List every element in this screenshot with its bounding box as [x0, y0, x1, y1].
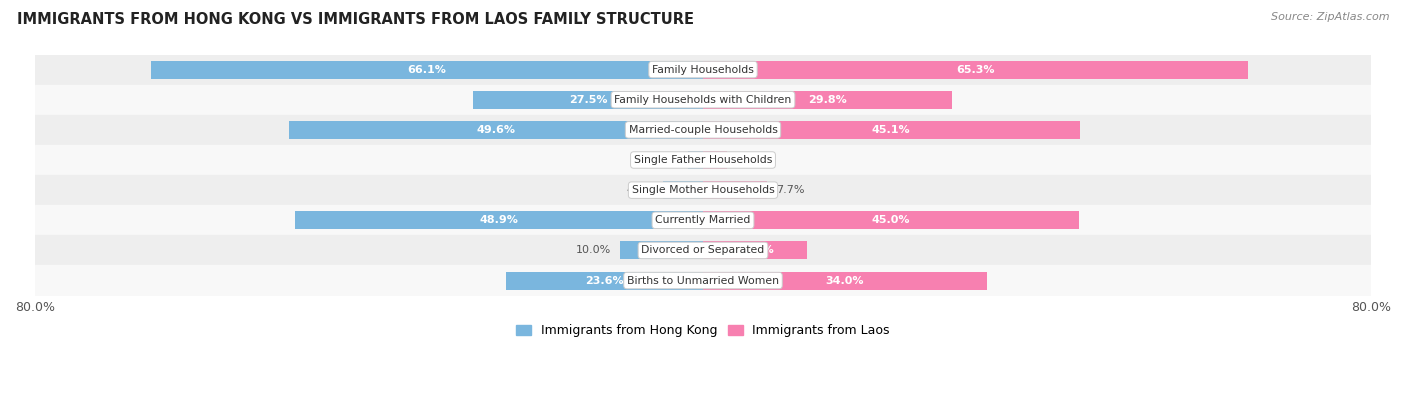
Bar: [35, 265, 1371, 295]
Text: Married-couple Households: Married-couple Households: [628, 125, 778, 135]
Text: 65.3%: 65.3%: [956, 64, 995, 75]
Text: Divorced or Separated: Divorced or Separated: [641, 245, 765, 256]
Legend: Immigrants from Hong Kong, Immigrants from Laos: Immigrants from Hong Kong, Immigrants fr…: [510, 320, 896, 342]
Text: Family Households: Family Households: [652, 64, 754, 75]
Bar: [703, 271, 987, 290]
Text: 12.4%: 12.4%: [735, 245, 775, 256]
Bar: [703, 151, 727, 169]
Text: 27.5%: 27.5%: [569, 95, 607, 105]
Bar: [506, 271, 703, 290]
Text: 7.7%: 7.7%: [776, 185, 804, 195]
Bar: [474, 91, 703, 109]
Bar: [703, 211, 1078, 229]
Text: 4.8%: 4.8%: [626, 185, 655, 195]
Bar: [662, 181, 703, 199]
Text: Source: ZipAtlas.com: Source: ZipAtlas.com: [1271, 12, 1389, 22]
Bar: [703, 181, 768, 199]
Bar: [620, 241, 703, 260]
Bar: [35, 205, 1371, 235]
Bar: [35, 115, 1371, 145]
Text: 45.0%: 45.0%: [872, 215, 910, 225]
Bar: [35, 175, 1371, 205]
Text: 48.9%: 48.9%: [479, 215, 519, 225]
Bar: [703, 60, 1249, 79]
Bar: [35, 85, 1371, 115]
Text: 23.6%: 23.6%: [585, 276, 624, 286]
Text: Currently Married: Currently Married: [655, 215, 751, 225]
Text: Family Households with Children: Family Households with Children: [614, 95, 792, 105]
Bar: [295, 211, 703, 229]
Bar: [703, 241, 807, 260]
Bar: [35, 145, 1371, 175]
Text: 1.8%: 1.8%: [651, 155, 679, 165]
Text: 66.1%: 66.1%: [408, 64, 447, 75]
Bar: [288, 121, 703, 139]
Text: 2.9%: 2.9%: [735, 155, 763, 165]
Text: 10.0%: 10.0%: [576, 245, 612, 256]
Bar: [35, 55, 1371, 85]
Text: Births to Unmarried Women: Births to Unmarried Women: [627, 276, 779, 286]
Text: 29.8%: 29.8%: [808, 95, 846, 105]
Bar: [150, 60, 703, 79]
Bar: [703, 91, 952, 109]
Bar: [703, 121, 1080, 139]
Text: Single Father Households: Single Father Households: [634, 155, 772, 165]
Text: 49.6%: 49.6%: [477, 125, 516, 135]
Text: IMMIGRANTS FROM HONG KONG VS IMMIGRANTS FROM LAOS FAMILY STRUCTURE: IMMIGRANTS FROM HONG KONG VS IMMIGRANTS …: [17, 12, 695, 27]
Text: 34.0%: 34.0%: [825, 276, 865, 286]
Text: 45.1%: 45.1%: [872, 125, 911, 135]
Bar: [688, 151, 703, 169]
Bar: [35, 235, 1371, 265]
Text: Single Mother Households: Single Mother Households: [631, 185, 775, 195]
